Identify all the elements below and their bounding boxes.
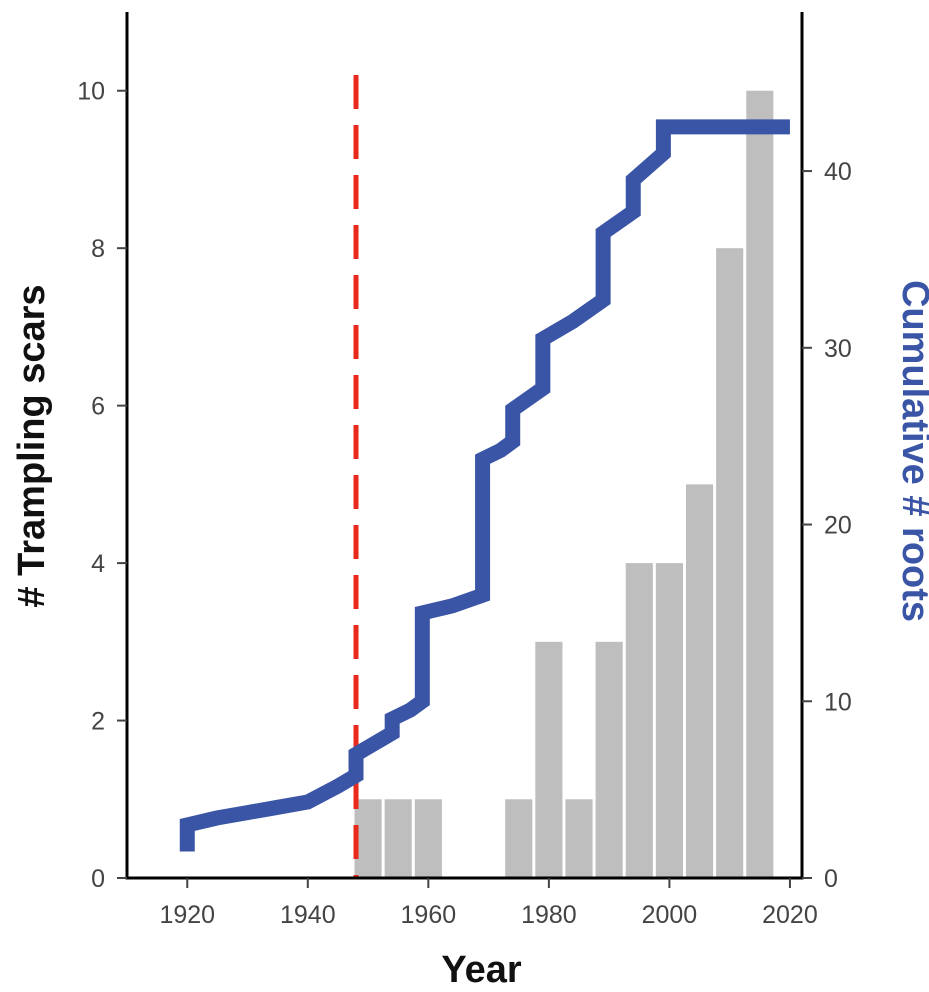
left-y-tick-label: 0 (91, 865, 105, 893)
cumulative-roots-line (179, 119, 790, 852)
bar (384, 799, 412, 878)
x-tick-label: 1980 (521, 901, 577, 929)
bar (746, 90, 774, 878)
right-y-tick-label: 0 (824, 865, 838, 893)
bar (625, 563, 653, 878)
bar (565, 799, 593, 878)
x-tick-label: 2020 (762, 901, 818, 929)
x-tick-label: 2000 (642, 901, 698, 929)
bar (354, 799, 382, 878)
x-tick-label: 1940 (280, 901, 336, 929)
x-tick-label: 1920 (159, 901, 215, 929)
bars-group (354, 90, 774, 878)
right-y-tick-label: 20 (824, 512, 852, 540)
left-y-tick-label: 6 (91, 393, 105, 421)
right-y-tick-label: 10 (824, 688, 852, 716)
left-y-tick-label: 4 (91, 550, 105, 578)
right-y-axis-title: Cumulative # roots (894, 280, 929, 622)
left-y-tick-label: 2 (91, 708, 105, 736)
bar (505, 799, 533, 878)
left-y-tick-label: 8 (91, 235, 105, 263)
right-y-tick-label: 40 (824, 158, 852, 186)
left-y-tick-label: 10 (77, 78, 105, 106)
x-tick-label: 1960 (401, 901, 457, 929)
bar (414, 799, 442, 878)
left-y-axis-title: # Trampling scars (11, 284, 53, 607)
bar (685, 484, 714, 878)
x-axis-title: Year (441, 949, 522, 991)
bar (535, 641, 563, 878)
bar (595, 641, 623, 878)
bar (655, 563, 683, 878)
right-y-tick-label: 30 (824, 335, 852, 363)
bar (716, 248, 744, 878)
